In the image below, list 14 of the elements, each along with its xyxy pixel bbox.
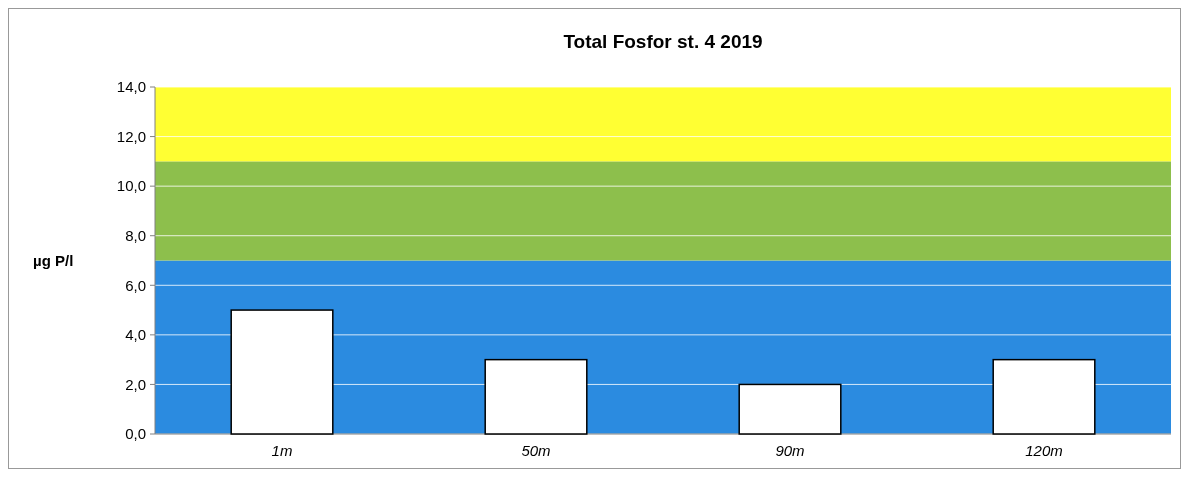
x-tick-label: 1m (271, 442, 293, 459)
y-axis-title: µg P/l (33, 251, 74, 269)
y-tick-label: 10,0 (116, 177, 146, 195)
y-tick-label: 0,0 (125, 425, 146, 443)
y-tick-label: 12,0 (116, 127, 146, 145)
y-tick-label: 4,0 (125, 326, 146, 344)
y-tick-label: 2,0 (125, 375, 146, 393)
x-tick-label: 120m (1025, 442, 1063, 459)
y-tick-label: 14,0 (116, 78, 146, 96)
y-tick-label: 8,0 (125, 226, 146, 244)
x-tick-label: 90m (775, 442, 805, 459)
x-tick-label: 50m (521, 442, 551, 459)
chart-title: Total Fosfor st. 4 2019 (563, 31, 763, 52)
y-tick-label: 6,0 (125, 276, 146, 294)
